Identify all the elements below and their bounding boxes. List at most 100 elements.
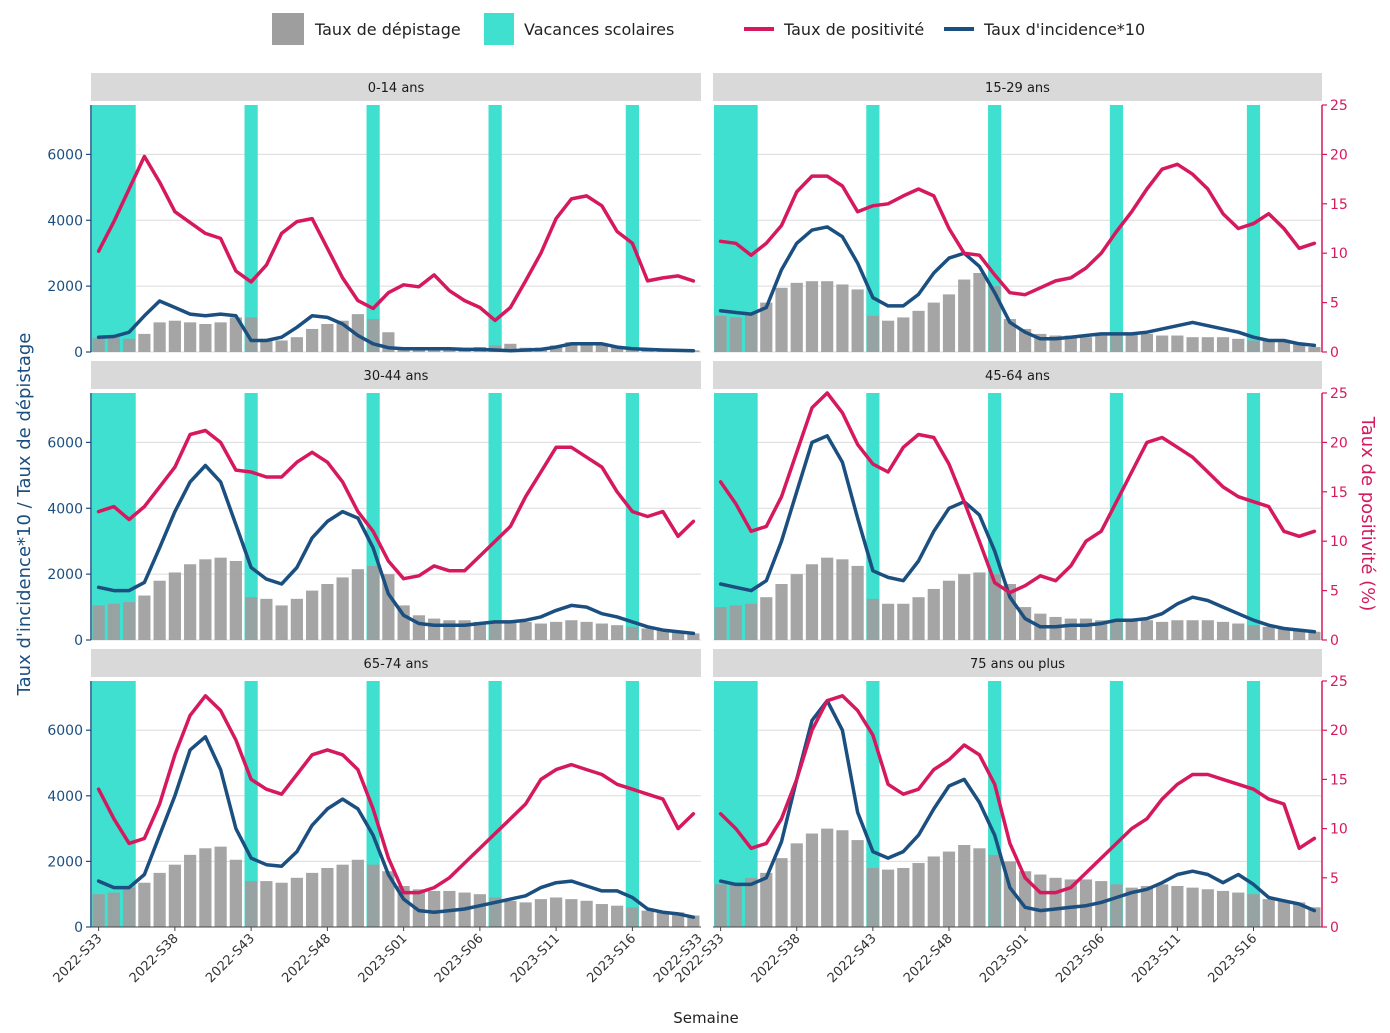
- depistage-bar: [1064, 618, 1077, 640]
- depistage-bar: [821, 828, 834, 927]
- depistage-bar: [336, 320, 349, 352]
- panel-title: 0-14 ans: [368, 81, 425, 96]
- depistage-bar: [897, 603, 910, 640]
- depistage-bar: [1232, 338, 1245, 352]
- x-tick-label: 2023-S01: [356, 931, 411, 986]
- depistage-bar: [306, 590, 319, 640]
- holiday-band: [244, 393, 258, 640]
- depistage-bar: [988, 854, 1001, 927]
- panel-strip: [91, 361, 701, 389]
- holiday-band: [1246, 393, 1261, 640]
- depistage-bar: [1140, 333, 1154, 352]
- depistage-bar: [260, 881, 273, 927]
- x-tick-label: 2023-S16: [584, 931, 639, 986]
- x-tick-label: 2023-S11: [508, 931, 563, 986]
- depistage-bar: [428, 618, 441, 640]
- depistage-bar: [123, 887, 136, 927]
- depistage-bar: [1125, 333, 1138, 352]
- depistage-bar: [744, 877, 758, 927]
- depistage-bar: [260, 598, 273, 640]
- depistage-bar: [92, 894, 105, 927]
- depistage-bar: [153, 322, 166, 352]
- y-left-tick-label: 6000: [47, 723, 83, 739]
- depistage-bar: [912, 310, 925, 352]
- depistage-bar: [881, 320, 895, 352]
- depistage-bar: [1049, 877, 1062, 927]
- depistage-bar: [714, 607, 727, 640]
- depistage-bar: [851, 840, 864, 927]
- depistage-bar: [138, 333, 151, 352]
- depistage-bar: [1308, 907, 1321, 927]
- depistage-bar: [1156, 335, 1169, 352]
- depistage-bar: [805, 564, 819, 640]
- depistage-bar: [656, 912, 669, 927]
- x-tick-label: 2022-S48: [901, 931, 956, 986]
- depistage-bar: [866, 867, 879, 927]
- depistage-bar: [1003, 319, 1016, 352]
- depistage-bar: [626, 907, 639, 927]
- depistage-bar: [565, 899, 578, 927]
- depistage-bar: [92, 605, 105, 640]
- depistage-bar: [306, 872, 319, 927]
- panel-title: 15-29 ans: [985, 81, 1050, 96]
- depistage-bar: [138, 595, 151, 640]
- depistage-bar: [428, 890, 441, 927]
- panel-strip: [91, 649, 701, 677]
- depistage-bar: [851, 565, 864, 640]
- depistage-bar: [367, 319, 380, 352]
- depistage-bar: [1277, 628, 1291, 640]
- depistage-bar: [306, 328, 319, 352]
- y-left-tick-label: 0: [74, 345, 83, 361]
- depistage-bar: [473, 621, 486, 640]
- depistage-bar: [412, 889, 425, 927]
- depistage-bar: [1247, 340, 1260, 352]
- depistage-bar: [275, 340, 288, 352]
- depistage-bar: [504, 343, 517, 352]
- depistage-bar: [153, 872, 166, 927]
- x-tick-label: 2023-S06: [432, 931, 487, 986]
- depistage-bar: [550, 621, 563, 640]
- positivite-line: [96, 154, 696, 323]
- x-tick-label: 2022-S38: [127, 931, 182, 986]
- holiday-band: [366, 105, 380, 352]
- positivite-line: [96, 428, 696, 581]
- depistage-bar: [290, 598, 303, 640]
- y-left-tick-label: 2000: [47, 854, 83, 870]
- depistage-bar: [851, 289, 864, 352]
- holiday-band: [866, 393, 880, 640]
- depistage-bar: [245, 881, 258, 927]
- depistage-bar: [473, 894, 486, 927]
- y-right-tick-label: 20: [1330, 147, 1348, 163]
- legend-key-0: [272, 13, 304, 45]
- depistage-bar: [275, 605, 288, 640]
- y-left-tick-label: 2000: [47, 279, 83, 295]
- depistage-bar: [1079, 879, 1093, 927]
- depistage-bar: [1034, 874, 1047, 927]
- depistage-bar: [973, 848, 986, 927]
- depistage-bar: [1110, 333, 1123, 352]
- depistage-bar: [199, 848, 212, 927]
- depistage-bar: [836, 830, 849, 927]
- y-left-tick-label: 0: [74, 920, 83, 936]
- depistage-bar: [687, 915, 700, 927]
- depistage-bar: [1171, 335, 1184, 352]
- depistage-bar: [1079, 618, 1093, 640]
- depistage-bar: [382, 574, 395, 640]
- y-left-tick-label: 6000: [47, 435, 83, 451]
- panel-title: 65-74 ans: [364, 657, 429, 672]
- depistage-bar: [1201, 620, 1214, 640]
- depistage-bar: [534, 899, 547, 927]
- depistage-bar: [1216, 337, 1230, 352]
- holiday-band: [714, 393, 758, 640]
- depistage-bar: [184, 564, 197, 640]
- depistage-bar: [775, 584, 788, 640]
- legend-label-0: Taux de dépistage: [314, 20, 461, 39]
- depistage-bar: [107, 603, 120, 640]
- depistage-bar: [107, 892, 120, 927]
- legend-label-1: Vacances scolaires: [524, 20, 674, 39]
- positivite-line: [718, 162, 1317, 297]
- depistage-bar: [1293, 630, 1306, 640]
- depistage-bar: [866, 315, 879, 352]
- depistage-bar: [866, 598, 879, 640]
- depistage-bar: [168, 320, 181, 352]
